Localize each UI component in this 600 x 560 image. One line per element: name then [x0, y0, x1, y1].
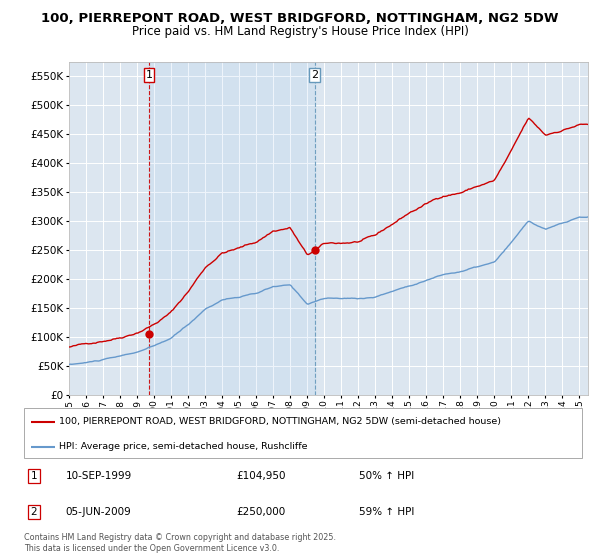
Text: HPI: Average price, semi-detached house, Rushcliffe: HPI: Average price, semi-detached house,… — [59, 442, 308, 451]
Text: 100, PIERREPONT ROAD, WEST BRIDGFORD, NOTTINGHAM, NG2 5DW: 100, PIERREPONT ROAD, WEST BRIDGFORD, NO… — [41, 12, 559, 25]
Text: 2: 2 — [311, 70, 318, 80]
Text: 2: 2 — [31, 507, 37, 517]
Text: £250,000: £250,000 — [236, 507, 285, 517]
Text: 10-SEP-1999: 10-SEP-1999 — [66, 471, 132, 481]
Text: 50% ↑ HPI: 50% ↑ HPI — [359, 471, 414, 481]
Text: 1: 1 — [31, 471, 37, 481]
Text: £104,950: £104,950 — [236, 471, 286, 481]
Text: 05-JUN-2009: 05-JUN-2009 — [66, 507, 131, 517]
Bar — [149, 62, 314, 395]
Text: 1: 1 — [145, 70, 152, 80]
Text: 59% ↑ HPI: 59% ↑ HPI — [359, 507, 414, 517]
Text: Contains HM Land Registry data © Crown copyright and database right 2025.
This d: Contains HM Land Registry data © Crown c… — [24, 533, 336, 553]
Text: Price paid vs. HM Land Registry's House Price Index (HPI): Price paid vs. HM Land Registry's House … — [131, 25, 469, 38]
Text: 100, PIERREPONT ROAD, WEST BRIDGFORD, NOTTINGHAM, NG2 5DW (semi-detached house): 100, PIERREPONT ROAD, WEST BRIDGFORD, NO… — [59, 417, 501, 426]
